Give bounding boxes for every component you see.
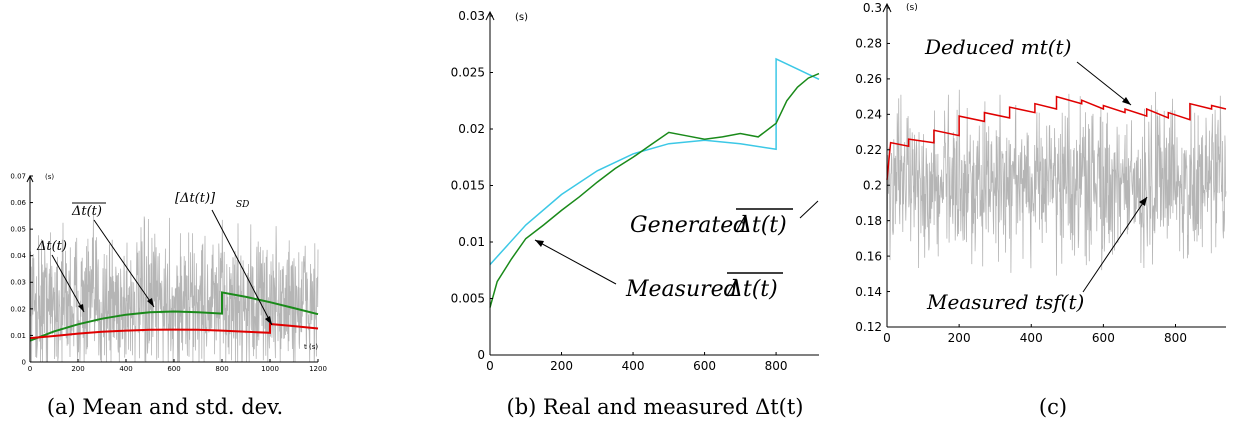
a-lines bbox=[29, 291, 319, 342]
c-ticks: 0 200 400 600 800 0.12 0.14 0.16 0.18 0.2 0.22 0.24… bbox=[855, 1, 1187, 345]
a-xtick-label: 800 bbox=[215, 365, 228, 373]
b-xtick-label: 600 bbox=[693, 359, 716, 373]
a-xtick-label: 1200 bbox=[309, 365, 327, 373]
a-ytick-label: 0.05 bbox=[10, 226, 26, 234]
a-ytick-label: 0 bbox=[22, 358, 26, 366]
b-series-line-1 bbox=[489, 72, 820, 308]
c-ytick-label: 0.16 bbox=[855, 249, 882, 263]
c-noise-series bbox=[886, 89, 1227, 276]
c-xtick-label: 200 bbox=[948, 331, 971, 345]
c-lines bbox=[886, 95, 1227, 180]
chart-a: 0 200 400 600 800 1000 1200 0 0.01 0.02 0.03 0.04 0.… bbox=[10, 172, 327, 419]
c-deduced-arrow bbox=[1076, 61, 1132, 106]
a-ticks: 0 200 400 600 800 1000 1200 0 0.01 0.02 0.03 0.04 0.… bbox=[10, 172, 327, 373]
b-measured-arrowhead bbox=[535, 240, 544, 247]
b-generated-arrow bbox=[799, 200, 819, 219]
a-series-noise bbox=[29, 215, 319, 363]
b-ticks: 0 200 400 600 800 0 0.005 0.01 0.015 0.02 0.025 0.0… bbox=[451, 9, 788, 373]
a-ytick-label: 0.06 bbox=[10, 199, 26, 207]
c-series-noise bbox=[886, 89, 1227, 276]
b-ytick-label: 0.01 bbox=[458, 235, 485, 249]
a-ytick-label: 0.03 bbox=[10, 279, 26, 287]
c-ytick-label: 0.3 bbox=[863, 1, 882, 15]
b-yunit: (s) bbox=[515, 12, 528, 23]
b-ytick-label: 0.025 bbox=[451, 66, 485, 80]
c-yunit: (s) bbox=[906, 3, 918, 13]
a-xunit: t (s) bbox=[304, 343, 318, 351]
c-measured-arrowhead bbox=[1139, 197, 1147, 206]
b-xtick-label: 0 bbox=[486, 359, 494, 373]
a-caption: (a) Mean and std. dev. bbox=[47, 395, 283, 419]
a-series-line-1 bbox=[29, 291, 319, 342]
b-ytick-label: 0.015 bbox=[451, 179, 485, 193]
b-ytick-label: 0.005 bbox=[451, 292, 485, 306]
c-ytick-label: 0.12 bbox=[855, 320, 882, 334]
c-xtick-label: 600 bbox=[1092, 331, 1115, 345]
a-mean-arrowhead bbox=[147, 298, 154, 307]
c-ytick-label: 0.28 bbox=[855, 37, 882, 51]
c-deduced-label: Deduced mt(t) bbox=[924, 35, 1071, 59]
a-xtick-label: 1000 bbox=[261, 365, 279, 373]
b-generated-overbar-text: Δt(t) bbox=[735, 213, 787, 238]
b-xtick-label: 400 bbox=[622, 359, 645, 373]
a-delta-label: Δt(t) bbox=[36, 239, 67, 254]
c-ytick-label: 0.26 bbox=[855, 72, 882, 86]
b-measured-overbar-text: Δt(t) bbox=[726, 277, 778, 302]
c-measured-label: Measured tsf(t) bbox=[926, 290, 1084, 314]
b-caption: (b) Real and measured Δt(t) bbox=[507, 395, 804, 419]
a-sd-arrow bbox=[211, 209, 273, 326]
chart-c: 0 200 400 600 800 0.12 0.14 0.16 0.18 0.2 0.22 0.24… bbox=[855, 1, 1227, 419]
a-mean-label: Δt(t) bbox=[71, 204, 102, 219]
b-ytick-label: 0 bbox=[477, 348, 485, 362]
a-ytick-label: 0.07 bbox=[10, 172, 26, 180]
a-sd-arrowhead bbox=[265, 316, 272, 325]
a-ytick-label: 0.01 bbox=[10, 332, 26, 340]
c-xtick-label: 0 bbox=[883, 331, 891, 345]
a-xtick-label: 200 bbox=[71, 365, 84, 373]
c-caption: (c) bbox=[1039, 395, 1067, 419]
a-xtick-label: 600 bbox=[167, 365, 180, 373]
c-ytick-label: 0.24 bbox=[855, 108, 882, 122]
a-mean-arrow bbox=[93, 219, 155, 308]
chart-b: 0 200 400 600 800 0 0.005 0.01 0.015 0.02 0.025 0.0… bbox=[451, 9, 820, 419]
c-ytick-label: 0.2 bbox=[863, 178, 882, 192]
c-deduced-arrowhead bbox=[1122, 97, 1131, 105]
a-sd-label: [Δt(t)] bbox=[175, 191, 216, 206]
a-ytick-label: 0.04 bbox=[10, 252, 26, 260]
c-y-arrow bbox=[882, 2, 892, 13]
c-ytick-label: 0.18 bbox=[855, 214, 882, 228]
b-ytick-label: 0.03 bbox=[458, 9, 485, 23]
b-generated-label: Generated bbox=[630, 213, 747, 238]
a-series-line-2 bbox=[29, 322, 319, 340]
b-lines bbox=[489, 57, 820, 308]
c-xtick-label: 400 bbox=[1020, 331, 1043, 345]
a-xtick-label: 0 bbox=[28, 365, 32, 373]
b-measured-arrow bbox=[534, 239, 617, 285]
b-xtick-label: 200 bbox=[550, 359, 573, 373]
c-ytick-label: 0.14 bbox=[855, 285, 882, 299]
a-yunit: (s) bbox=[45, 173, 54, 181]
a-delta-arrow bbox=[51, 254, 85, 313]
c-series-line-1 bbox=[886, 95, 1227, 180]
b-measured-label: Measured bbox=[625, 277, 738, 302]
a-delta-arrowhead bbox=[78, 304, 84, 312]
b-y-arrow bbox=[485, 10, 495, 21]
a-xtick-label: 400 bbox=[119, 365, 132, 373]
b-ytick-label: 0.02 bbox=[458, 122, 485, 136]
a-ytick-label: 0.02 bbox=[10, 305, 26, 313]
c-xtick-label: 800 bbox=[1164, 331, 1187, 345]
c-ytick-label: 0.22 bbox=[855, 143, 882, 157]
b-xtick-label: 800 bbox=[765, 359, 788, 373]
a-sd-sub: SD bbox=[236, 200, 249, 210]
b-series-line-0 bbox=[489, 57, 820, 266]
c-measured-arrow bbox=[1082, 196, 1148, 293]
a-noise-series bbox=[29, 215, 319, 363]
